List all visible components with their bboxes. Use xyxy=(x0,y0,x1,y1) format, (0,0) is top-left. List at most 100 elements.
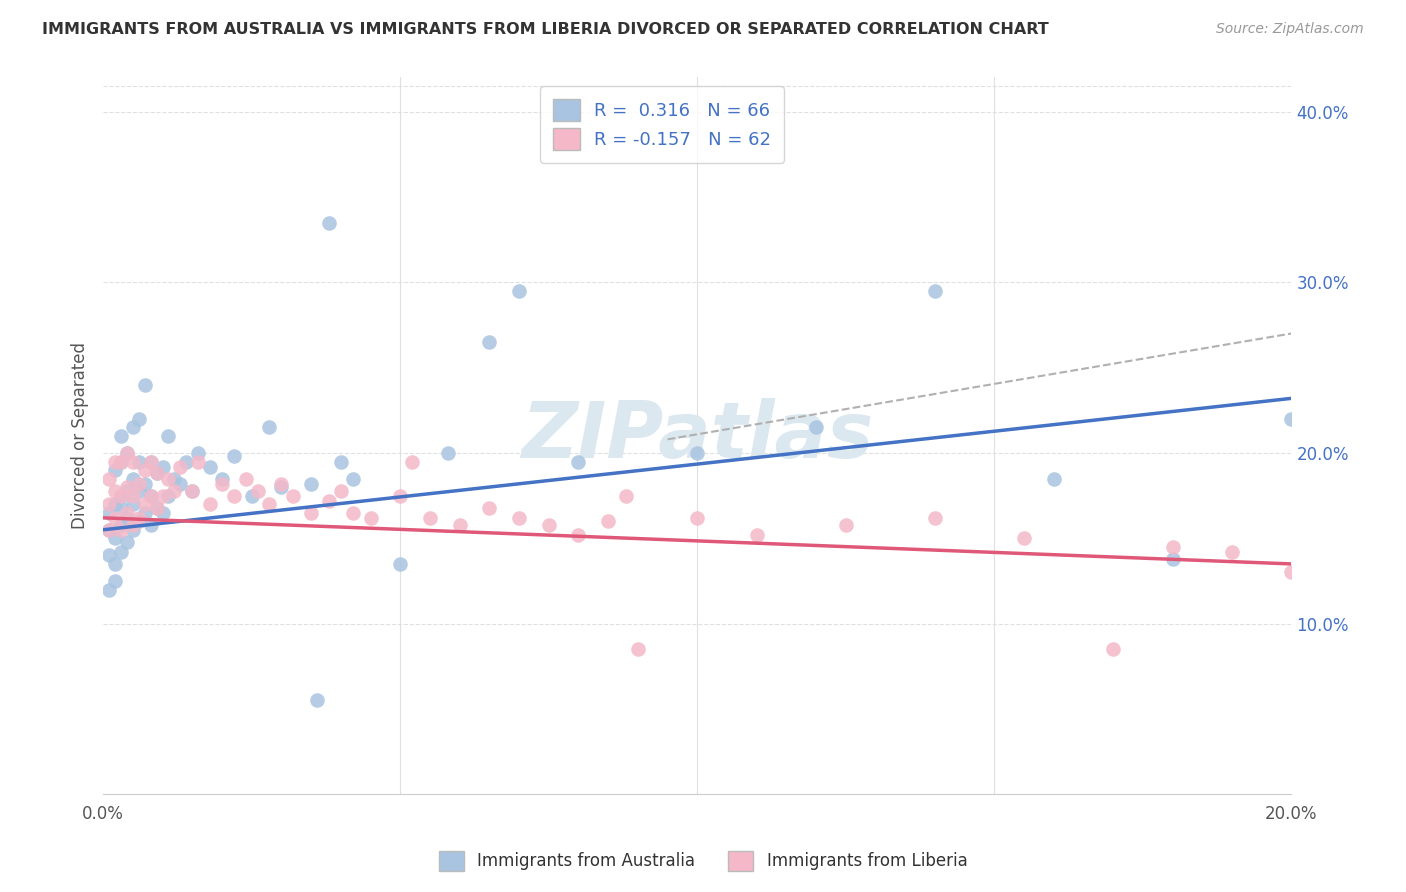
Point xyxy=(98,523,121,537)
Point xyxy=(145,467,167,481)
Point xyxy=(329,454,352,468)
Point xyxy=(110,545,132,559)
Point xyxy=(211,472,233,486)
Point xyxy=(134,497,156,511)
Point xyxy=(270,476,292,491)
Point xyxy=(128,483,150,498)
Point xyxy=(478,334,501,349)
Point xyxy=(198,497,221,511)
Point xyxy=(169,459,191,474)
Point xyxy=(1012,532,1035,546)
Point xyxy=(145,500,167,515)
Point xyxy=(121,489,143,503)
Point xyxy=(804,420,827,434)
Y-axis label: Divorced or Separated: Divorced or Separated xyxy=(72,343,89,530)
Point xyxy=(104,454,127,468)
Point xyxy=(152,506,174,520)
Point xyxy=(104,574,127,588)
Point xyxy=(134,463,156,477)
Point xyxy=(176,454,198,468)
Point xyxy=(614,489,637,503)
Text: Source: ZipAtlas.com: Source: ZipAtlas.com xyxy=(1216,22,1364,37)
Point xyxy=(318,493,340,508)
Point xyxy=(128,454,150,468)
Point xyxy=(240,489,263,503)
Point xyxy=(128,514,150,528)
Point xyxy=(128,476,150,491)
Point xyxy=(567,528,589,542)
Point xyxy=(115,534,138,549)
Point xyxy=(305,693,328,707)
Point xyxy=(567,454,589,468)
Point xyxy=(1281,566,1303,580)
Point xyxy=(259,420,281,434)
Point xyxy=(104,511,127,525)
Point xyxy=(134,476,156,491)
Point xyxy=(389,557,412,571)
Point xyxy=(139,489,162,503)
Point xyxy=(134,506,156,520)
Point xyxy=(835,517,858,532)
Point xyxy=(139,454,162,468)
Point xyxy=(246,483,269,498)
Point xyxy=(342,506,364,520)
Point xyxy=(508,284,530,298)
Point xyxy=(163,483,186,498)
Point xyxy=(360,511,382,525)
Point xyxy=(1161,551,1184,566)
Point xyxy=(259,497,281,511)
Point xyxy=(110,429,132,443)
Point xyxy=(449,517,471,532)
Point xyxy=(121,454,143,468)
Point xyxy=(121,472,143,486)
Point xyxy=(110,489,132,503)
Point xyxy=(152,489,174,503)
Point xyxy=(686,511,709,525)
Point xyxy=(121,497,143,511)
Point xyxy=(299,476,322,491)
Point xyxy=(157,472,180,486)
Point xyxy=(187,454,209,468)
Point xyxy=(115,511,138,525)
Point xyxy=(163,472,186,486)
Point xyxy=(924,284,946,298)
Point xyxy=(121,517,143,532)
Point xyxy=(627,642,650,657)
Point xyxy=(181,483,204,498)
Point xyxy=(924,511,946,525)
Text: ZIPatlas: ZIPatlas xyxy=(522,398,873,474)
Point xyxy=(508,511,530,525)
Point xyxy=(745,528,768,542)
Point xyxy=(121,523,143,537)
Point xyxy=(157,489,180,503)
Point xyxy=(478,500,501,515)
Legend: Immigrants from Australia, Immigrants from Liberia: Immigrants from Australia, Immigrants fr… xyxy=(430,842,976,880)
Point xyxy=(181,483,204,498)
Point xyxy=(1102,642,1125,657)
Point xyxy=(115,446,138,460)
Point xyxy=(537,517,560,532)
Point xyxy=(110,500,132,515)
Point xyxy=(222,450,245,464)
Point xyxy=(104,557,127,571)
Point xyxy=(389,489,412,503)
Point xyxy=(110,489,132,503)
Point xyxy=(187,446,209,460)
Point xyxy=(98,472,121,486)
Legend: R =  0.316   N = 66, R = -0.157   N = 62: R = 0.316 N = 66, R = -0.157 N = 62 xyxy=(540,87,783,163)
Point xyxy=(169,476,191,491)
Text: IMMIGRANTS FROM AUSTRALIA VS IMMIGRANTS FROM LIBERIA DIVORCED OR SEPARATED CORRE: IMMIGRANTS FROM AUSTRALIA VS IMMIGRANTS … xyxy=(42,22,1049,37)
Point xyxy=(270,480,292,494)
Point xyxy=(1220,545,1243,559)
Point xyxy=(98,506,121,520)
Point xyxy=(110,454,132,468)
Point xyxy=(134,377,156,392)
Point xyxy=(110,517,132,532)
Point xyxy=(104,483,127,498)
Point xyxy=(128,412,150,426)
Point xyxy=(222,489,245,503)
Point xyxy=(98,582,121,597)
Point xyxy=(104,497,127,511)
Point xyxy=(198,459,221,474)
Point xyxy=(329,483,352,498)
